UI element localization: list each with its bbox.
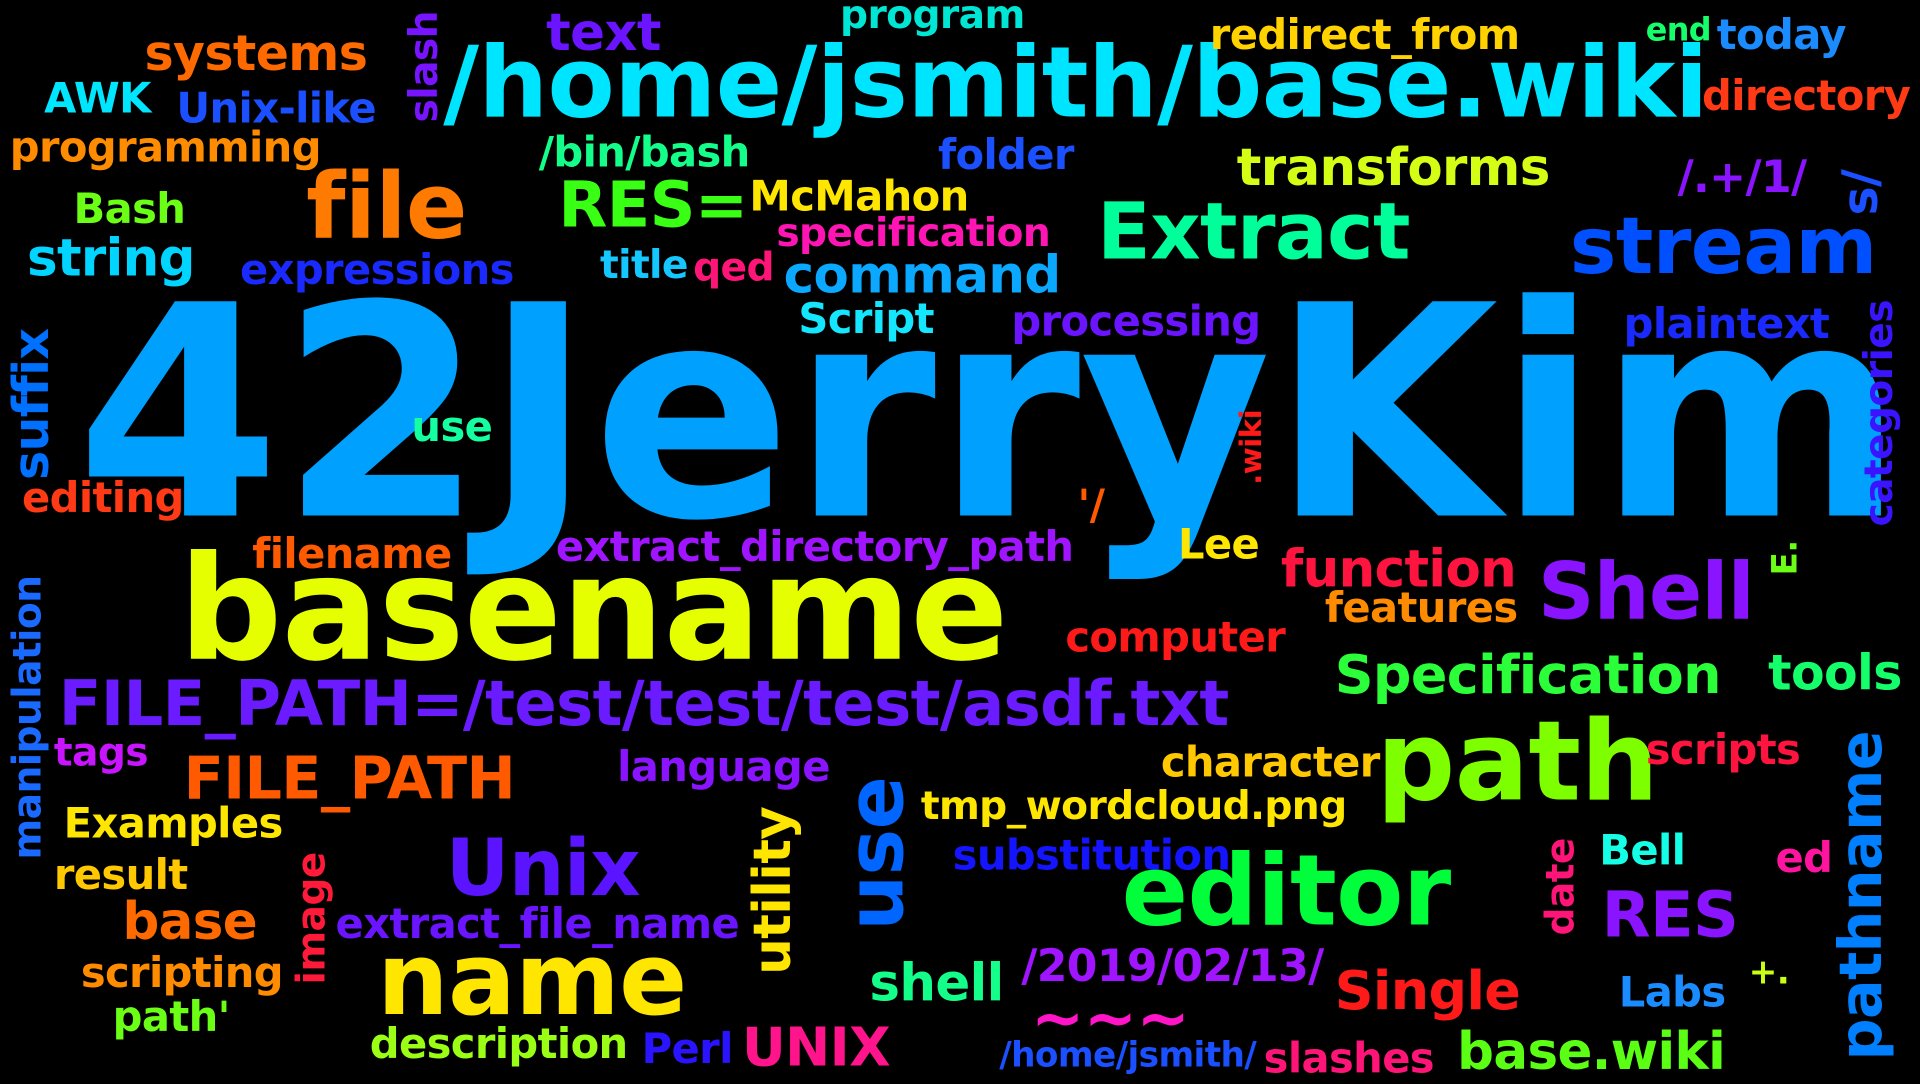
word-bash: Bash [73, 184, 186, 234]
word-e: E. [1764, 540, 1805, 576]
word-tilde: ~~~ [1031, 982, 1190, 1056]
word-command: command [783, 244, 1061, 305]
word-directory: directory [1702, 72, 1911, 122]
word-quote-slash: '/ [1077, 481, 1105, 531]
word-perl: Perl [641, 1024, 734, 1074]
word-path: path [1376, 697, 1659, 827]
word-tags: tags [53, 728, 149, 776]
word-stream: stream [1569, 202, 1877, 293]
word-today: today [1716, 11, 1847, 61]
word-folder: folder [937, 131, 1075, 181]
word-script: Script [798, 295, 934, 345]
word-editor: editor [1121, 833, 1452, 948]
word-home-jsmith: /home/jsmith/ [999, 1034, 1257, 1076]
word-plaintext: plaintext [1623, 300, 1830, 349]
word-basename: basename [178, 524, 1009, 694]
word-file: file [306, 154, 467, 260]
word-title: title [600, 241, 688, 288]
word-transforms: transforms [1236, 137, 1551, 198]
word-plus: +. [1748, 951, 1790, 992]
word-features: features [1324, 584, 1518, 634]
word-regex: /.+/1/ [1677, 153, 1808, 204]
word-tmp-wordcloud: tmp_wordcloud.png [920, 782, 1347, 829]
word-base-wiki: base.wiki [1457, 1021, 1726, 1082]
word-character: character [1160, 738, 1380, 788]
word-function: function [1280, 538, 1517, 599]
word-date-path: /2019/02/13/ [1021, 941, 1324, 992]
word-bell: Bell [1599, 826, 1686, 876]
word-suffix: suffix [3, 328, 61, 481]
word-use: use [411, 402, 493, 452]
word-specification-cap: Specification [1334, 644, 1722, 707]
word-home-jsmith-base-wiki: /home/jsmith/base.wiki [443, 25, 1708, 140]
word-tools: tools [1768, 645, 1902, 702]
word-lee: Lee [1177, 520, 1260, 570]
word-single: Single [1334, 960, 1521, 1023]
word-slashes: slashes [1263, 1034, 1435, 1084]
word-filename: filename [252, 530, 452, 580]
word-extract-file-name: extract_file_name [335, 900, 740, 949]
word-slash: slash [400, 11, 447, 123]
word-file-path-assign: FILE_PATH=/test/test/test/asdf.txt [58, 668, 1229, 741]
word-image: image [287, 852, 335, 985]
word-res-assign: RES= [558, 168, 748, 243]
word-pathname: pathname [1826, 731, 1896, 1061]
word-string: string [26, 227, 196, 288]
word-unix: Unix [445, 824, 641, 915]
word-description: description [369, 1020, 628, 1069]
word-42jerrykim: 42JerryKim [75, 242, 1904, 586]
word-mcmahon: McMahon [749, 172, 969, 222]
word-s-slash: s/ [1833, 169, 1890, 216]
word-editing: editing [22, 473, 184, 523]
word-examples: Examples [63, 799, 284, 849]
word-extract: Extract [1097, 187, 1410, 278]
word-systems: systems [144, 25, 368, 83]
word-base: base [122, 891, 258, 952]
word-language: language [617, 743, 830, 793]
word-expressions: expressions [240, 246, 514, 296]
word-extract-directory-path: extract_directory_path [555, 522, 1074, 572]
word-dot-wiki: .wiki [1234, 409, 1269, 485]
word-scripts: scripts [1645, 726, 1801, 776]
word-shell: shell [869, 952, 1004, 1013]
word-processing: processing [1011, 297, 1261, 347]
word-file-path: FILE_PATH [183, 744, 516, 814]
word-program: program [840, 0, 1025, 38]
word-date: date [1536, 838, 1584, 936]
word-res: RES [1601, 879, 1739, 953]
word-programming: programming [9, 123, 322, 173]
word-categories: categories [1855, 300, 1902, 527]
word-utility: utility [742, 806, 803, 975]
word-use-vertical: use [831, 776, 923, 931]
word-path-quote: path' [112, 993, 231, 1043]
word-ed: ed [1775, 833, 1833, 883]
word-substitution: substitution [952, 831, 1231, 881]
word-name: name [377, 922, 687, 1039]
word-text: text [546, 2, 661, 63]
word-bin-bash: /bin/bash [538, 128, 751, 178]
word-qed: qed [693, 243, 774, 291]
word-specification: specification [776, 209, 1051, 256]
word-redirect-from: redirect_from [1209, 11, 1520, 61]
word-result: result [53, 851, 188, 901]
word-awk: AWK [44, 74, 151, 124]
word-shell-cap: Shell [1537, 547, 1755, 638]
word-computer: computer [1065, 613, 1286, 663]
word-end: end [1645, 12, 1712, 49]
word-manipulation: manipulation [3, 575, 51, 860]
word-scripting: scripting [80, 948, 284, 998]
word-labs: Labs [1618, 968, 1726, 1018]
word-unix-upper: UNIX [742, 1016, 891, 1079]
word-unix-like: Unix-like [176, 84, 377, 134]
